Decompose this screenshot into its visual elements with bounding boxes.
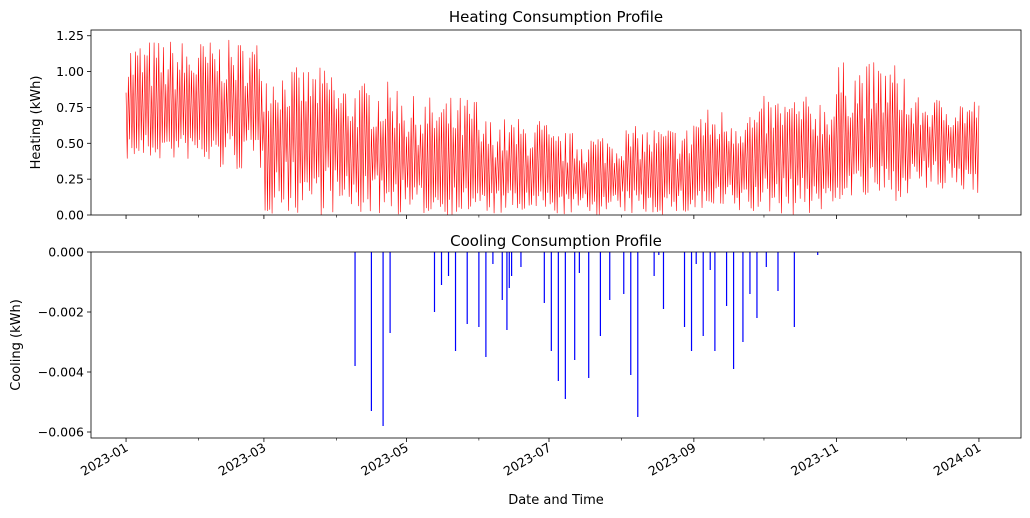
cooling-ytick-label: −0.006 [38,425,84,440]
cooling-bar [742,252,744,342]
cooling-bar [637,252,639,417]
cooling-bar [506,252,508,330]
cooling-bar [478,252,480,327]
cooling-plot: 0.000−0.002−0.004−0.006 2023-01 2023-03 20… [9,232,1022,508]
cooling-xlabel: Date and Time [508,493,604,508]
cooling-bar [725,252,728,306]
cooling-bar [440,252,443,285]
heating-ytick-label: 1.00 [56,64,84,79]
cooling-bar [501,252,503,300]
cooling-bar [574,252,576,360]
cooling-bar [564,252,566,399]
cooling-xtick-label: 2023-01 [78,440,131,479]
cooling-xtick-label: 2023-03 [216,440,269,479]
cooling-bar [511,252,513,276]
cooling-bar [749,252,751,294]
cooling-bar [588,252,590,378]
cooling-xtick-label: 2023-09 [646,440,699,479]
cooling-bar [550,252,552,351]
cooling-bar [557,252,559,381]
cooling-bar [683,252,686,327]
cooling-bar [695,252,697,264]
heating-axes-frame [90,29,1022,216]
cooling-bar [370,252,373,411]
heating-ytick-label: 1.25 [56,28,84,43]
cooling-bar [793,252,795,327]
cooling-bar [623,252,625,294]
cooling-ytick-label: 0.000 [48,245,84,260]
cooling-bar [702,252,704,336]
cooling-xtick-label: 2023-07 [501,440,554,479]
cooling-bar [599,252,601,336]
cooling-bar [690,252,693,351]
heating-ytick-label: 0.50 [56,136,84,151]
cooling-bar [817,252,819,255]
cooling-y-axis: 0.000 −0.002 −0.004 −0.006 [38,245,91,440]
heating-ytick-label: 0.75 [56,100,84,115]
cooling-x-axis: 2023-01 2023-03 2023-05 2023-07 2023-09 2023-… [78,438,984,479]
cooling-ytick-label: −0.002 [38,305,84,320]
cooling-bar [454,252,457,351]
cooling-bar [492,252,494,264]
cooling-bar [658,252,660,255]
cooling-bar [765,252,767,267]
cooling-bar [709,252,711,270]
cooling-xtick-label: 2023-11 [788,440,841,479]
cooling-bar [777,252,779,291]
cooling-bar [389,252,391,333]
cooling-title: Cooling Consumption Profile [450,232,662,250]
cooling-bar [485,252,487,357]
heating-x-axis [125,215,980,219]
cooling-bar [756,252,758,318]
heating-title: Heating Consumption Profile [449,8,663,26]
cooling-bar [520,252,522,267]
cooling-bar [662,252,665,309]
cooling-bar [382,252,384,426]
cooling-xtick-label: 2024-01 [931,440,984,479]
cooling-bar [609,252,611,300]
cooling-bar [732,252,735,369]
heating-ytick-label: 0.25 [56,172,84,187]
heating-plot: 0.00 0.25 0.50 0.75 1.00 1.25 Heating Consump… [29,8,1022,223]
cooling-bar [653,252,655,276]
cooling-bar [433,252,436,312]
heating-ytick-label: 0.00 [56,208,84,223]
cooling-bar [714,252,716,351]
heating-y-axis: 0.00 0.25 0.50 0.75 1.00 1.25 [56,28,91,223]
cooling-bar [447,252,450,276]
cooling-bar [578,252,580,273]
cooling-bar [543,252,545,303]
cooling-ylabel: Cooling (kWh) [9,299,24,391]
cooling-xtick-label: 2023-05 [358,440,411,479]
cooling-bar [466,252,468,324]
cooling-ytick-label: −0.004 [38,365,84,380]
cooling-bar [354,252,356,366]
cooling-axes-frame [90,251,1022,439]
cooling-bar [630,252,632,375]
cooling-bars [354,252,819,426]
cooling-bar [508,252,510,288]
heating-ylabel: Heating (kWh) [29,76,44,170]
heating-series-line [125,39,980,215]
